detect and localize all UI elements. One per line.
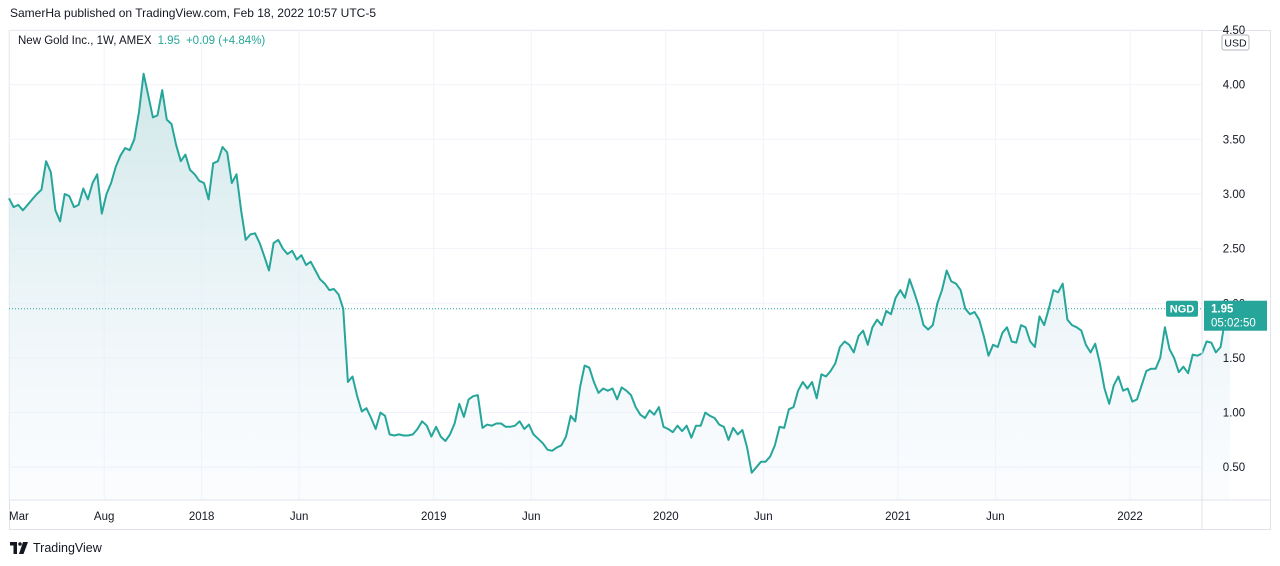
x-tick-label: Jun	[522, 511, 541, 523]
currency-label: USD	[1224, 38, 1247, 50]
price-line	[8, 72, 1231, 474]
x-tick-label: 2022	[1117, 511, 1143, 523]
x-tick-label: 2021	[885, 511, 911, 523]
price-axis[interactable]: 0.501.001.502.002.503.003.504.004.50	[1223, 25, 1245, 474]
x-tick-label: 2019	[421, 511, 447, 523]
tradingview-logo-icon	[10, 542, 28, 554]
legend-symbol: New Gold Inc., 1W, AMEX	[18, 35, 152, 47]
footer-brand[interactable]: TradingView	[10, 541, 102, 555]
y-tick-label: 1.50	[1223, 353, 1245, 365]
y-tick-label: 3.00	[1223, 189, 1245, 201]
y-tick-label: 4.50	[1223, 25, 1245, 37]
time-axis[interactable]: Mar Aug 2018 Jun 2019 Jun 2020 Jun 2021 Jun 2022	[9, 511, 1143, 523]
x-tick-label: Aug	[94, 511, 114, 523]
currency-badge[interactable]: USD	[1221, 34, 1250, 51]
last-price-label: NGD 1.95 05:02:50	[1166, 300, 1267, 331]
legend-change: +0.09 (+4.84%)	[185, 35, 266, 47]
published-by-line: SamerHa published on TradingView.com, Fe…	[10, 6, 376, 20]
series-legend[interactable]: New Gold Inc., 1W, AMEX 1.95 +0.09 (+4.8…	[18, 35, 265, 47]
y-tick-label: 3.50	[1223, 134, 1245, 146]
y-tick-label: 0.50	[1223, 462, 1245, 474]
y-tick-label: 2.50	[1223, 244, 1245, 256]
y-tick-label: 1.00	[1223, 408, 1245, 420]
bar-countdown: 05:02:50	[1211, 318, 1256, 330]
last-price-symbol: NGD	[1170, 304, 1195, 316]
footer-brand-label: TradingView	[33, 541, 102, 555]
y-tick-label: 4.00	[1223, 80, 1245, 92]
x-tick-label: Jun	[754, 511, 773, 523]
x-tick-label: 2018	[189, 511, 215, 523]
x-tick-label: 2020	[653, 511, 679, 523]
legend-last-price: 1.95	[157, 35, 180, 47]
price-area-fill	[9, 73, 1230, 500]
x-tick-label: Jun	[986, 511, 1005, 523]
x-tick-label: Mar	[9, 511, 29, 523]
x-tick-label: Jun	[290, 511, 309, 523]
last-price-value: 1.95	[1211, 304, 1234, 316]
